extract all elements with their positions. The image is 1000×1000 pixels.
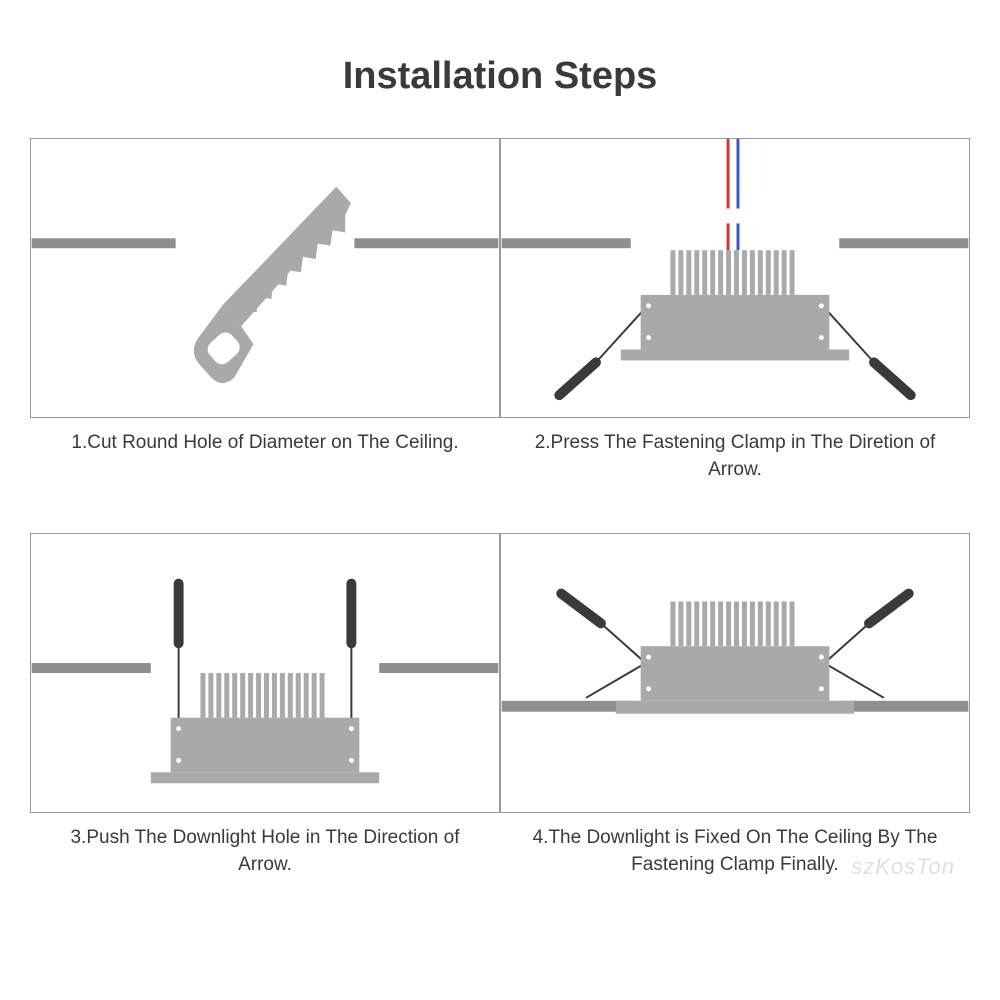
step-2-diagram xyxy=(501,139,969,417)
step-2-panel xyxy=(500,138,970,418)
step-4-diagram xyxy=(501,534,969,812)
step-4-panel xyxy=(500,533,970,813)
step-2-caption: 2.Press The Fastening Clamp in The Diret… xyxy=(500,418,970,483)
step-4: 4.The Downlight is Fixed On The Ceiling … xyxy=(500,533,970,878)
step-1-diagram xyxy=(31,139,499,417)
step-1-caption: 1.Cut Round Hole of Diameter on The Ceil… xyxy=(30,418,500,457)
step-2: 2.Press The Fastening Clamp in The Diret… xyxy=(500,138,970,483)
step-3-panel xyxy=(30,533,500,813)
clamp-right-icon xyxy=(824,594,908,698)
step-1-panel xyxy=(30,138,500,418)
watermark: szKosTon xyxy=(851,854,955,880)
clamp-left-icon xyxy=(561,594,645,698)
step-3-caption: 3.Push The Downlight Hole in The Directi… xyxy=(30,813,500,878)
step-3-diagram xyxy=(31,534,499,812)
step-3: 3.Push The Downlight Hole in The Directi… xyxy=(30,533,500,878)
step-1: 1.Cut Round Hole of Diameter on The Ceil… xyxy=(30,138,500,483)
page-title: Installation Steps xyxy=(0,0,1000,138)
steps-grid: 1.Cut Round Hole of Diameter on The Ceil… xyxy=(0,138,1000,878)
